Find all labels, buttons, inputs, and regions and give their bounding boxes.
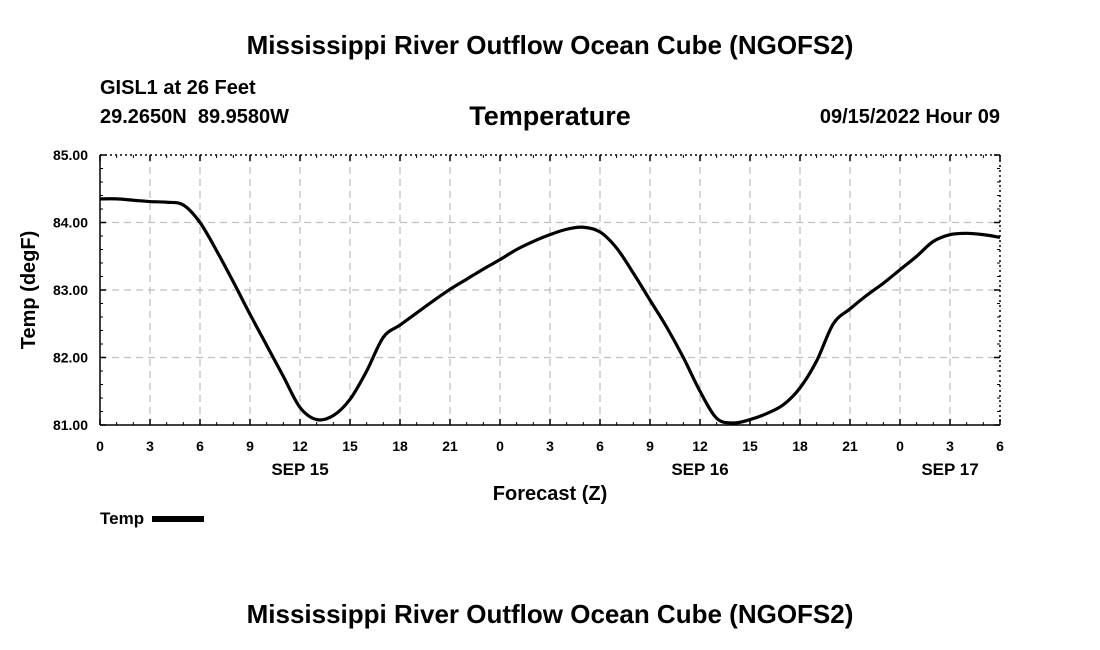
x-tick-label: 0 xyxy=(496,438,504,454)
station-coordinates: 29.2650N 89.9580W xyxy=(100,106,290,128)
chart-main-title: Mississippi River Outflow Ocean Cube (NG… xyxy=(246,30,854,60)
x-tick-label: 15 xyxy=(742,438,758,454)
y-tick-label: 84.00 xyxy=(53,215,88,231)
x-tick-label: 0 xyxy=(896,438,904,454)
x-tick-label: 12 xyxy=(292,438,308,454)
x-tick-label: 3 xyxy=(146,438,154,454)
y-axis-label: Temp (degF) xyxy=(18,231,40,350)
x-tick-label: 3 xyxy=(546,438,554,454)
x-tick-label: 9 xyxy=(646,438,654,454)
legend-swatch xyxy=(152,516,205,522)
x-tick-label: 12 xyxy=(692,438,708,454)
date-label: SEP 17 xyxy=(921,460,978,479)
y-tick-label: 82.00 xyxy=(53,350,88,366)
date-label: SEP 15 xyxy=(271,460,328,479)
x-tick-label: 6 xyxy=(196,438,204,454)
x-tick-label: 6 xyxy=(996,438,1004,454)
x-tick-label: 18 xyxy=(792,438,808,454)
y-tick-label: 83.00 xyxy=(53,282,88,298)
x-tick-label: 6 xyxy=(596,438,604,454)
x-tick-label: 3 xyxy=(946,438,954,454)
chart-subtitle: Temperature xyxy=(469,101,631,131)
legend-label: Temp xyxy=(100,509,145,528)
forecast-datetime: 09/15/2022 Hour 09 xyxy=(819,106,1000,128)
station-label: GISL1 at 26 Feet xyxy=(100,77,256,99)
x-tick-label: 9 xyxy=(246,438,254,454)
y-tick-label: 85.00 xyxy=(53,147,88,163)
date-label: SEP 16 xyxy=(671,460,728,479)
temp-series-line xyxy=(99,197,1001,425)
x-tick-label: 15 xyxy=(342,438,358,454)
x-tick-label: 21 xyxy=(442,438,458,454)
x-axis-label: Forecast (Z) xyxy=(493,483,607,505)
x-tick-label: 18 xyxy=(392,438,408,454)
y-tick-label: 81.00 xyxy=(53,417,88,433)
legend: Temp xyxy=(100,509,205,529)
x-tick-label: 0 xyxy=(96,438,104,454)
chart-footer-title: Mississippi River Outflow Ocean Cube (NG… xyxy=(246,599,854,629)
x-tick-label: 21 xyxy=(842,438,858,454)
